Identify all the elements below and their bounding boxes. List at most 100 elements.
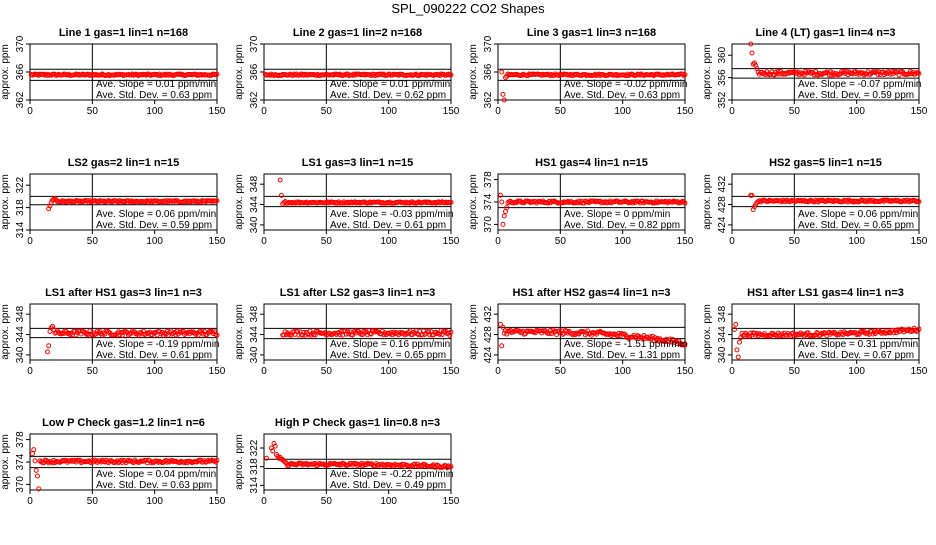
x-tick-label: 100 [848,106,865,117]
y-axis-label: approx. ppm [234,304,245,360]
y-axis-label: approx. ppm [702,174,713,230]
y-tick-label: 428 [717,196,728,213]
y-tick-label: 356 [717,69,728,86]
y-tick-label: 378 [483,171,494,188]
data-point [36,486,42,492]
data-point [499,199,505,205]
data-point [117,332,123,338]
data-point [749,192,755,198]
data-point [750,61,756,67]
data-point [500,91,506,97]
plot-title: Low P Check gas=1.2 lin=1 n=6 [42,417,205,429]
plot-title: LS1 after HS1 gas=3 lin=1 n=3 [45,287,202,299]
plot-frame [263,173,452,231]
data-point [300,332,306,338]
x-tick-label: 0 [27,106,33,117]
data-point [497,321,503,327]
stddev-annotation: Ave. Std. Dev. = 0.67 ppm [798,350,914,361]
y-tick-label: 314 [249,477,260,494]
x-tick-label: 100 [380,106,397,117]
x-tick-label: 50 [321,496,333,507]
stddev-annotation: Ave. Std. Dev. = 0.65 ppm [330,350,446,361]
stddev-annotation: Ave. Std. Dev. = 0.63 ppm [564,90,680,101]
plot-title: Line 4 (LT) gas=1 lin=4 n=3 [755,27,895,39]
y-axis-label: approx. ppm [234,434,245,490]
x-tick-label: 0 [495,106,501,117]
data-point [501,97,507,103]
data-point [734,347,740,353]
data-point [263,455,269,461]
data-point [357,330,363,336]
y-axis-label: approx. ppm [0,434,11,490]
data-point [501,213,507,219]
y-tick-label: 362 [249,91,260,108]
stddev-annotation: Ave. Std. Dev. = 0.59 ppm [798,90,914,101]
y-axis-label: approx. ppm [468,174,479,230]
stddev-annotation: Ave. Std. Dev. = 0.61 ppm [96,350,212,361]
data-point [500,221,506,227]
plot-panel: LS1 after HS1 gas=3 lin=1 n=3 approx. ppm… [0,287,226,377]
data-point [869,329,875,335]
data-point [887,71,893,77]
y-tick-label: 344 [717,326,728,343]
data-point [798,70,804,76]
data-point [282,459,288,465]
plot-title: HS1 after HS2 gas=4 lin=1 n=3 [512,287,670,299]
data-point [143,331,149,337]
data-point [300,462,306,468]
x-tick-label: 50 [789,366,801,377]
data-point [446,463,452,469]
x-tick-label: 50 [789,236,801,247]
plot-panel: High P Check gas=1 lin=0.8 n=3 approx. pp… [234,417,460,507]
y-tick-label: 348 [717,305,728,322]
data-point [670,336,676,342]
plot-panel: HS2 gas=5 lin=1 n=15 approx. ppm 0 50 100 150… [702,157,928,247]
x-tick-label: 0 [495,236,501,247]
data-point [270,448,276,454]
slope-annotation: Ave. Slope = 0 ppm/min [564,209,670,220]
data-point [570,332,576,338]
plot-panel: Line 1 gas=1 lin=1 n=168 approx. ppm 0 50 10… [0,27,226,117]
data-point [83,331,89,337]
y-tick-label: 378 [15,431,26,448]
y-axis-label: approx. ppm [468,304,479,360]
plot-title: LS1 after LS2 gas=3 lin=1 n=3 [280,287,436,299]
x-tick-label: 0 [729,106,735,117]
data-point [31,447,37,453]
y-tick-label: 348 [249,175,260,192]
plot-title: HS1 after LS1 gas=4 lin=1 n=3 [747,287,904,299]
x-tick-label: 150 [443,496,460,507]
x-tick-label: 150 [443,236,460,247]
data-point [775,69,781,75]
x-tick-label: 150 [209,236,226,247]
y-tick-label: 360 [717,46,728,63]
y-axis-label: approx. ppm [702,304,713,360]
y-tick-label: 370 [483,35,494,52]
y-tick-label: 374 [483,193,494,210]
stddev-annotation: Ave. Std. Dev. = 1.31 ppm [564,350,680,361]
plot-panel: Low P Check gas=1.2 lin=1 n=6 approx. ppm… [0,417,226,507]
data-point [749,50,755,56]
x-tick-label: 50 [321,366,333,377]
x-tick-label: 50 [555,236,567,247]
data-point [69,457,75,463]
data-point [499,69,505,75]
x-tick-label: 100 [380,496,397,507]
y-tick-label: 370 [249,35,260,52]
x-tick-label: 150 [911,106,928,117]
data-point [268,445,274,451]
y-tick-label: 432 [483,305,494,322]
data-point [214,332,220,338]
y-tick-label: 366 [249,63,260,80]
y-tick-label: 428 [483,326,494,343]
x-tick-label: 50 [321,236,333,247]
x-tick-label: 50 [87,366,99,377]
data-point [856,331,862,337]
x-tick-label: 0 [261,496,267,507]
y-tick-label: 370 [15,35,26,52]
data-point [448,72,454,78]
x-tick-label: 150 [209,496,226,507]
data-point [44,349,50,355]
x-tick-label: 50 [87,496,99,507]
